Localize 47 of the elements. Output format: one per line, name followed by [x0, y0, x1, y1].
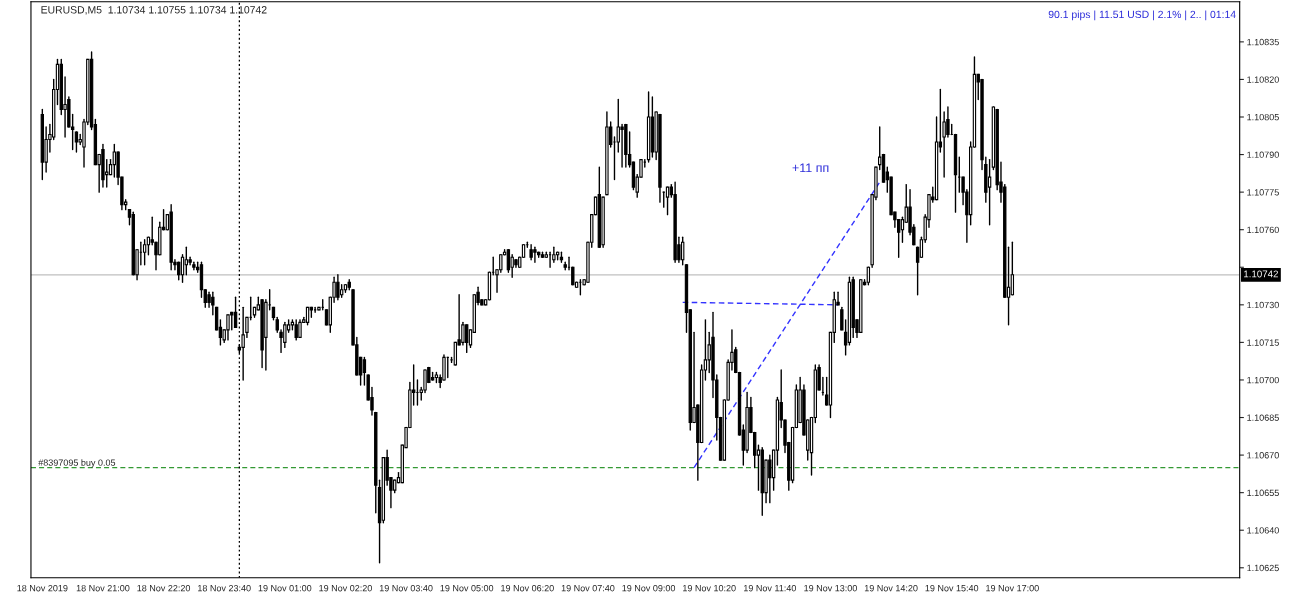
candlestick	[294, 319, 298, 341]
x-tick-label: 19 Nov 17:00	[986, 584, 1039, 592]
x-tick-label: 18 Nov 22:20	[137, 584, 191, 592]
candlestick	[620, 123, 624, 168]
x-tick-label: 19 Nov 07:40	[561, 584, 615, 592]
y-tick-label: 1.10790	[1247, 151, 1279, 158]
ref-line-label: 1.10742	[1244, 270, 1278, 278]
candlestick	[283, 321, 287, 349]
candlestick	[336, 274, 340, 301]
y-tick-label: 1.10625	[1247, 564, 1279, 572]
y-tick-label: 1.10820	[1247, 76, 1279, 83]
candlestick	[226, 314, 230, 341]
candlestick	[112, 143, 117, 178]
candlestick	[1010, 241, 1015, 296]
y-tick-label: 1.10805	[1247, 113, 1279, 121]
candlestick	[533, 246, 537, 263]
x-tick-label: 19 Nov 02:20	[319, 584, 372, 592]
x-tick-label: 18 Nov 2019	[17, 584, 68, 592]
ref-line-label: #8397095 buy 0.05	[38, 459, 116, 468]
y-tick-label: 1.10640	[1247, 527, 1279, 534]
x-tick-label: 19 Nov 05:00	[440, 584, 494, 592]
x-tick-label: 19 Nov 03:40	[379, 584, 433, 592]
x-tick-label: 18 Nov 23:40	[198, 584, 251, 592]
x-tick-label: 19 Nov 01:00	[258, 584, 312, 592]
y-tick-label: 1.10775	[1247, 189, 1279, 196]
annotation: +11 пп	[792, 163, 829, 173]
chart-title: EURUSD,M5 1.10734 1.10755 1.10734 1.10742	[41, 6, 267, 15]
y-tick-label: 1.10700	[1247, 376, 1279, 384]
x-tick-label: 19 Nov 09:00	[622, 584, 676, 592]
candlestick	[142, 239, 147, 266]
x-tick-label: 19 Nov 14:20	[864, 584, 918, 592]
annotation: 90.1 pips | 11.51 USD | 2.1% | 2.. | 01:14	[1048, 10, 1236, 21]
y-tick-label: 1.10760	[1247, 226, 1279, 234]
candlestick	[465, 324, 469, 354]
y-tick-label: 1.10670	[1247, 452, 1279, 459]
candlestick	[453, 341, 458, 366]
x-tick-label: 19 Nov 15:40	[925, 584, 979, 592]
y-tick-label: 1.10655	[1247, 489, 1279, 497]
x-tick-label: 19 Nov 10:20	[683, 584, 736, 592]
y-tick-label: 1.10685	[1247, 414, 1279, 421]
y-tick-label: 1.10715	[1247, 339, 1279, 346]
x-tick-label: 19 Nov 11:40	[744, 584, 797, 592]
y-tick-label: 1.10835	[1247, 38, 1279, 46]
x-tick-label: 19 Nov 06:20	[501, 584, 554, 592]
x-tick-label: 18 Nov 21:00	[76, 584, 130, 592]
x-tick-label: 19 Nov 13:00	[804, 584, 857, 592]
y-tick-label: 1.10730	[1247, 301, 1279, 309]
